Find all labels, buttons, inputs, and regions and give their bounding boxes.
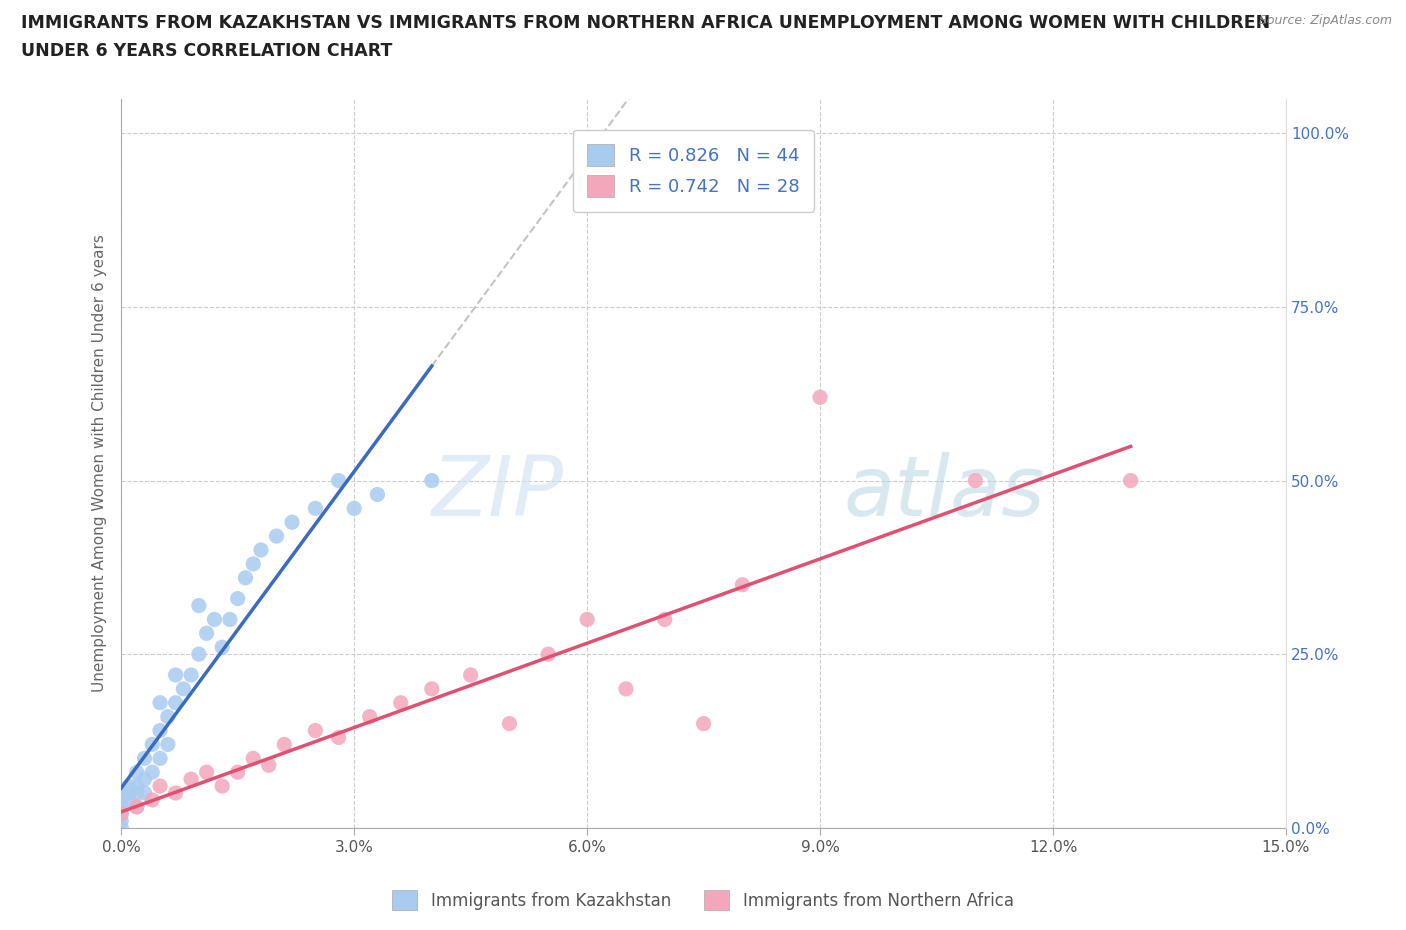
Point — [498, 716, 520, 731]
Legend: R = 0.826   N = 44, R = 0.742   N = 28: R = 0.826 N = 44, R = 0.742 N = 28 — [572, 129, 814, 211]
Point — [118, 778, 141, 793]
Point — [180, 772, 202, 787]
Point — [134, 772, 156, 787]
Point — [110, 786, 132, 801]
Point — [420, 682, 443, 697]
Point — [614, 682, 637, 697]
Point — [359, 710, 381, 724]
Point — [172, 682, 194, 697]
Point — [110, 806, 132, 821]
Y-axis label: Unemployment Among Women with Children Under 6 years: Unemployment Among Women with Children U… — [93, 234, 107, 692]
Point — [266, 528, 288, 543]
Text: atlas: atlas — [844, 452, 1045, 533]
Point — [118, 786, 141, 801]
Point — [304, 724, 326, 738]
Point — [1119, 473, 1142, 488]
Point — [156, 737, 179, 751]
Point — [141, 737, 163, 751]
Point — [180, 668, 202, 683]
Point — [110, 806, 132, 821]
Point — [125, 800, 148, 815]
Point — [156, 710, 179, 724]
Point — [149, 724, 172, 738]
Point — [537, 646, 560, 661]
Point — [195, 764, 218, 779]
Point — [110, 820, 132, 835]
Point — [226, 591, 249, 606]
Point — [125, 778, 148, 793]
Point — [328, 473, 350, 488]
Point — [165, 786, 187, 801]
Point — [141, 764, 163, 779]
Point — [134, 786, 156, 801]
Point — [149, 696, 172, 711]
Point — [808, 390, 831, 405]
Point — [219, 612, 242, 627]
Text: IMMIGRANTS FROM KAZAKHSTAN VS IMMIGRANTS FROM NORTHERN AFRICA UNEMPLOYMENT AMONG: IMMIGRANTS FROM KAZAKHSTAN VS IMMIGRANTS… — [21, 14, 1271, 32]
Point — [343, 501, 366, 516]
Point — [149, 751, 172, 765]
Point — [965, 473, 987, 488]
Point — [110, 800, 132, 815]
Point — [692, 716, 714, 731]
Text: ZIP: ZIP — [432, 452, 564, 533]
Legend: Immigrants from Kazakhstan, Immigrants from Northern Africa: Immigrants from Kazakhstan, Immigrants f… — [385, 884, 1021, 917]
Point — [226, 764, 249, 779]
Point — [242, 751, 264, 765]
Text: UNDER 6 YEARS CORRELATION CHART: UNDER 6 YEARS CORRELATION CHART — [21, 42, 392, 60]
Point — [125, 800, 148, 815]
Point — [654, 612, 676, 627]
Point — [281, 515, 304, 530]
Point — [118, 792, 141, 807]
Point — [366, 487, 388, 502]
Point — [576, 612, 599, 627]
Point — [141, 792, 163, 807]
Point — [134, 751, 156, 765]
Point — [273, 737, 295, 751]
Text: Source: ZipAtlas.com: Source: ZipAtlas.com — [1258, 14, 1392, 27]
Point — [195, 626, 218, 641]
Point — [149, 778, 172, 793]
Point — [328, 730, 350, 745]
Point — [257, 758, 280, 773]
Point — [165, 696, 187, 711]
Point — [110, 792, 132, 807]
Point — [304, 501, 326, 516]
Point — [187, 598, 209, 613]
Point — [125, 786, 148, 801]
Point — [235, 570, 257, 585]
Point — [202, 612, 225, 627]
Point — [731, 578, 754, 592]
Point — [165, 668, 187, 683]
Point — [125, 764, 148, 779]
Point — [420, 473, 443, 488]
Point — [389, 696, 412, 711]
Point — [110, 814, 132, 829]
Point — [211, 640, 233, 655]
Point — [187, 646, 209, 661]
Point — [250, 542, 273, 557]
Point — [460, 668, 482, 683]
Point — [211, 778, 233, 793]
Point — [242, 556, 264, 571]
